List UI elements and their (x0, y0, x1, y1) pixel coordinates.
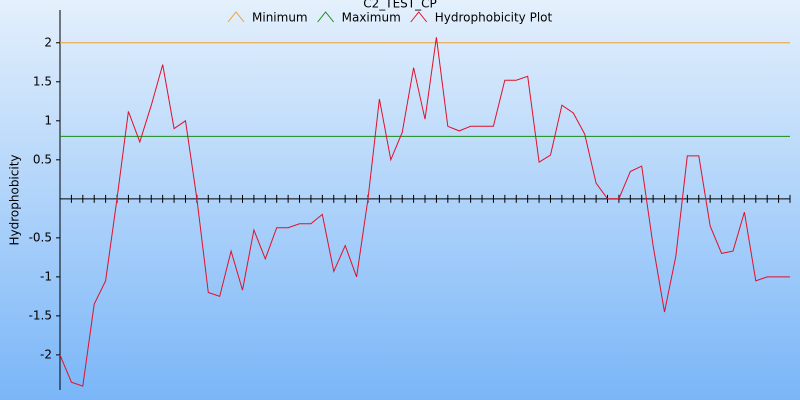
y-tick-label: -2 (40, 347, 52, 361)
y-tick-label: 2 (44, 35, 52, 49)
y-tick-label: 0.5 (33, 152, 52, 166)
y-tick-label: -1 (40, 269, 52, 283)
legend-icon (317, 11, 335, 23)
y-tick-label: 1 (44, 113, 52, 127)
y-tick-label: -0.5 (29, 230, 52, 244)
y-axis-label: Hydrophobicity (8, 154, 22, 245)
legend-label: Minimum (252, 11, 308, 25)
data-line (59, 37, 790, 387)
legend-icon (410, 11, 428, 23)
y-tick-label: -1.5 (29, 308, 52, 322)
legend-icon (227, 11, 245, 23)
y-tick-label: 1.5 (33, 74, 52, 88)
chart-title: C2_TEST_CP (363, 0, 437, 11)
legend-label: Maximum (342, 11, 401, 25)
legend-label: Hydrophobicity Plot (435, 11, 553, 25)
